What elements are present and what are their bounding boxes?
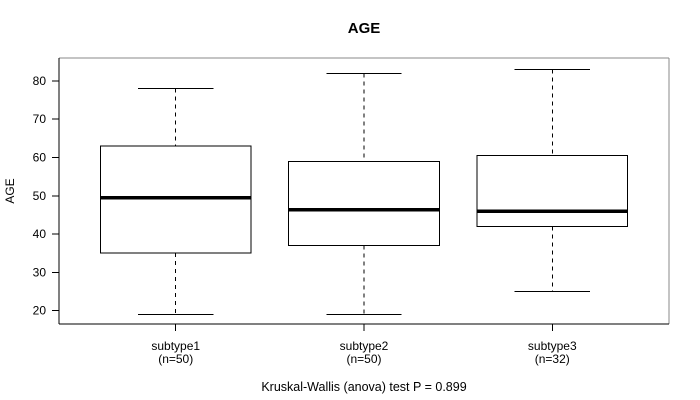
category-count: (n=50) (158, 352, 194, 366)
x-category-label-subtype2: subtype2 (n=50) (340, 340, 389, 366)
category-count: (n=50) (346, 352, 382, 366)
category-count: (n=32) (534, 352, 570, 366)
y-tick-label: 30 (33, 265, 47, 279)
x-category-label-subtype3: subtype3 (n=32) (528, 340, 577, 366)
y-tick-label: 60 (33, 151, 47, 165)
y-tick-label: 70 (33, 112, 47, 126)
category-name: subtype3 (527, 339, 577, 353)
x-category-label-subtype1: subtype1 (n=50) (151, 340, 200, 366)
stats-caption: Kruskal-Wallis (anova) test P = 0.899 (261, 380, 467, 394)
y-tick-label: 50 (33, 189, 47, 203)
iqr-box (99, 145, 252, 254)
category-name: subtype1 (151, 339, 201, 353)
iqr-box (288, 160, 440, 247)
category-name: subtype2 (339, 339, 389, 353)
chart-title: AGE (347, 20, 381, 37)
y-tick-label: 40 (33, 227, 47, 241)
y-tick-label: 20 (33, 304, 47, 318)
iqr-box (476, 155, 629, 227)
y-tick-label: 80 (33, 74, 47, 88)
